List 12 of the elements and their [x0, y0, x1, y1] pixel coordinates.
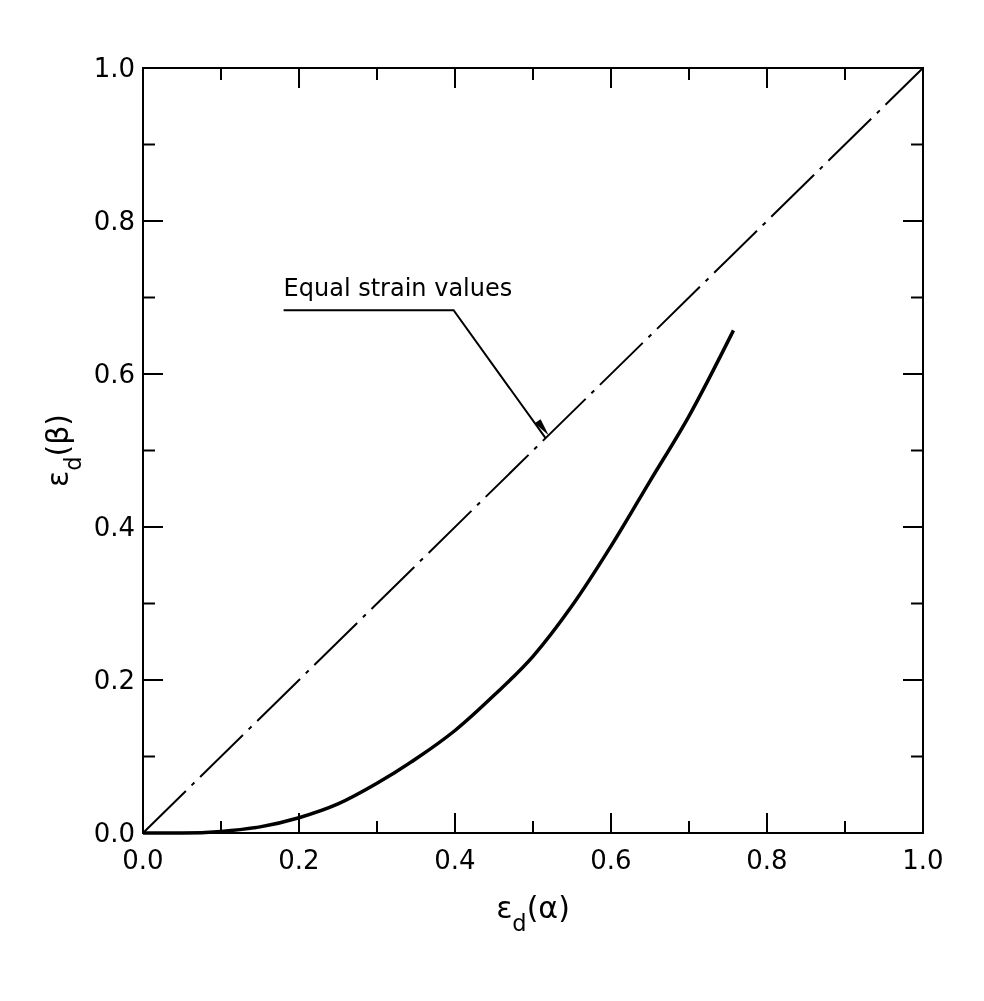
y-tick-label: 0.8	[93, 206, 135, 237]
x-tick-label: 0.4	[434, 845, 476, 875]
annotation: Equal strain values	[283, 274, 513, 303]
y-tick-label: 0.4	[93, 512, 135, 543]
y-tick-label: 1.0	[93, 53, 135, 84]
y-tick-label: 0.6	[93, 359, 135, 390]
x-tick-label: 0.2	[278, 845, 320, 875]
y-tick-label: 0.2	[93, 665, 135, 696]
x-tick-label: 1.0	[902, 845, 944, 875]
x-tick-label: 0.6	[590, 845, 632, 875]
x-axis-title: ε$_{d}$(α)	[496, 890, 570, 936]
x-tick-label: 0.8	[746, 845, 788, 875]
